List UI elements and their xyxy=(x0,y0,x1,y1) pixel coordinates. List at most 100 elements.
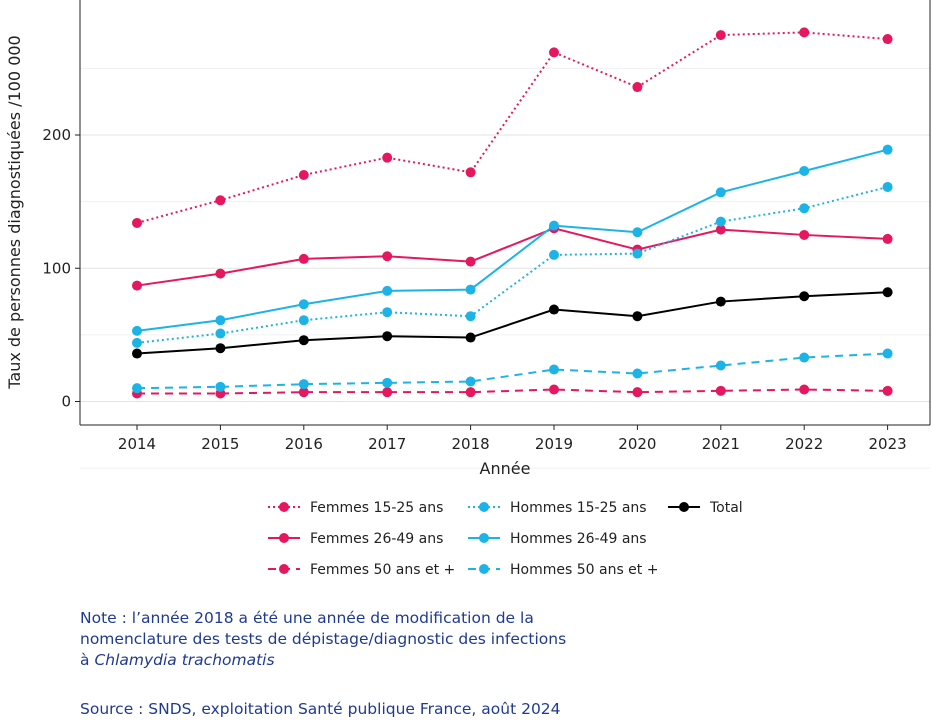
data-point-femmes-26-49-ans xyxy=(298,253,309,264)
data-point-hommes-26-49-ans xyxy=(632,227,643,238)
series-line-hommes-15-25-ans xyxy=(136,185,888,344)
data-point-femmes-15-25-ans xyxy=(799,27,810,38)
legend-key-marker xyxy=(279,502,289,512)
data-point-hommes-15-25-ans xyxy=(132,337,142,348)
data-point-femmes-50-ans-et xyxy=(465,387,476,398)
data-point-femmes-15-25-ans xyxy=(298,169,309,180)
data-point-hommes-26-49-ans xyxy=(465,284,476,295)
data-point-hommes-15-25-ans xyxy=(215,328,226,339)
x-axis-title: Année xyxy=(480,459,531,478)
data-point-femmes-15-25-ans xyxy=(549,47,559,58)
series-line-femmes-50-ans-et xyxy=(137,388,888,395)
x-tick-label: 2018 xyxy=(452,435,490,453)
data-point-hommes-15-25-ans xyxy=(549,249,559,260)
note-line-3-prefix: à xyxy=(80,651,95,669)
data-point-femmes-50-ans-et xyxy=(715,385,726,396)
data-point-total xyxy=(132,348,142,359)
series-lines xyxy=(132,27,893,399)
data-point-femmes-15-25-ans xyxy=(715,30,726,41)
data-point-total xyxy=(882,287,893,298)
chart-axes xyxy=(79,0,931,426)
x-tick-label: 2015 xyxy=(201,435,239,453)
x-tick-label: 2017 xyxy=(368,435,406,453)
legend-label: Femmes 50 ans et + xyxy=(310,562,455,578)
data-point-hommes-50-ans-et xyxy=(132,383,142,394)
data-point-hommes-50-ans-et xyxy=(465,376,476,387)
data-point-femmes-50-ans-et xyxy=(549,384,559,395)
legend-key-marker xyxy=(679,502,689,512)
note-line-1: Note : l’année 2018 a été une année de m… xyxy=(80,609,534,627)
chart-source: Source : SNDS, exploitation Santé publiq… xyxy=(80,700,561,718)
data-point-femmes-26-49-ans xyxy=(215,268,226,279)
x-ticks: 2014 2015 2016 2017 2018 2019 2020 2021 2022 2023 xyxy=(118,425,907,453)
data-point-hommes-26-49-ans xyxy=(298,299,309,310)
data-point-hommes-50-ans-et xyxy=(882,348,893,359)
data-point-femmes-15-25-ans xyxy=(882,34,893,45)
series-line-hommes-26-49-ans xyxy=(136,148,888,332)
legend-label: Femmes 26-49 ans xyxy=(310,531,443,547)
data-point-hommes-26-49-ans xyxy=(799,165,810,176)
data-point-femmes-15-25-ans xyxy=(132,217,142,228)
data-point-femmes-50-ans-et xyxy=(882,385,893,396)
x-tick-label: 2016 xyxy=(285,435,323,453)
data-point-femmes-15-25-ans xyxy=(632,82,643,93)
legend-key-marker xyxy=(279,533,289,543)
data-point-femmes-26-49-ans xyxy=(799,229,810,240)
data-point-hommes-15-25-ans xyxy=(882,181,893,192)
data-point-hommes-50-ans-et xyxy=(799,352,810,363)
data-point-hommes-50-ans-et xyxy=(549,364,559,375)
data-point-total xyxy=(715,296,726,307)
y-tick-label: 0 xyxy=(61,393,71,411)
y-tick-label: 200 xyxy=(42,126,71,144)
x-tick-label: 2014 xyxy=(118,435,156,453)
data-point-total xyxy=(298,335,309,346)
data-point-hommes-15-25-ans xyxy=(465,311,476,322)
data-point-femmes-26-49-ans xyxy=(715,224,726,235)
legend-label: Hommes 50 ans et + xyxy=(510,562,658,578)
data-point-hommes-50-ans-et xyxy=(298,379,309,390)
data-point-hommes-26-49-ans xyxy=(549,220,559,231)
note-line-3: à Chlamydia trachomatis xyxy=(80,650,840,671)
data-point-hommes-26-49-ans xyxy=(882,144,893,155)
y-axis-title: Taux de personnes diagnostiquées /100 00… xyxy=(5,35,24,389)
legend-label: Hommes 26-49 ans xyxy=(510,531,647,547)
data-point-hommes-26-49-ans xyxy=(132,325,142,336)
legend-label: Hommes 15-25 ans xyxy=(510,500,647,516)
data-point-femmes-15-25-ans xyxy=(382,152,393,163)
legend-key-marker xyxy=(479,502,489,512)
legend-key-marker xyxy=(279,564,289,574)
data-point-hommes-15-25-ans xyxy=(632,248,643,259)
data-point-femmes-50-ans-et xyxy=(632,387,643,398)
legend-label: Total xyxy=(709,500,743,516)
data-point-hommes-50-ans-et xyxy=(215,381,226,392)
data-point-total xyxy=(799,291,810,302)
data-point-hommes-15-25-ans xyxy=(382,307,393,318)
line-chart: 0 100 200 2014 2015 2016 2017 2018 2019 2020 2021… xyxy=(5,0,931,578)
chart-note: Note : l’année 2018 a été une année de m… xyxy=(80,608,840,671)
data-point-femmes-50-ans-et xyxy=(298,387,309,398)
data-point-hommes-26-49-ans xyxy=(215,315,226,326)
legend-key-marker xyxy=(479,564,489,574)
data-point-hommes-50-ans-et xyxy=(632,368,643,379)
chart-legend: Femmes 15-25 ans Femmes 26-49 ans Femmes 5… xyxy=(268,500,743,578)
data-point-femmes-50-ans-et xyxy=(799,384,810,395)
data-point-hommes-15-25-ans xyxy=(715,216,726,227)
data-point-femmes-26-49-ans xyxy=(132,280,142,291)
data-point-total xyxy=(215,343,226,354)
data-point-total xyxy=(549,304,559,315)
data-point-hommes-50-ans-et xyxy=(715,360,726,371)
legend-label: Femmes 15-25 ans xyxy=(310,500,443,516)
data-point-hommes-15-25-ans xyxy=(799,203,810,214)
y-tick-label: 100 xyxy=(42,259,71,277)
data-point-femmes-50-ans-et xyxy=(382,387,393,398)
data-point-hommes-26-49-ans xyxy=(715,187,726,198)
data-point-total xyxy=(632,311,643,322)
data-point-femmes-15-25-ans xyxy=(215,195,226,206)
note-species-name: Chlamydia trachomatis xyxy=(94,651,275,669)
y-ticks: 0 100 200 xyxy=(42,126,80,411)
x-tick-label: 2023 xyxy=(869,435,907,453)
series-line-femmes-15-25-ans xyxy=(136,31,888,224)
x-tick-label: 2021 xyxy=(702,435,740,453)
series-line-femmes-26-49-ans xyxy=(136,227,888,287)
grid-lines xyxy=(80,67,930,469)
